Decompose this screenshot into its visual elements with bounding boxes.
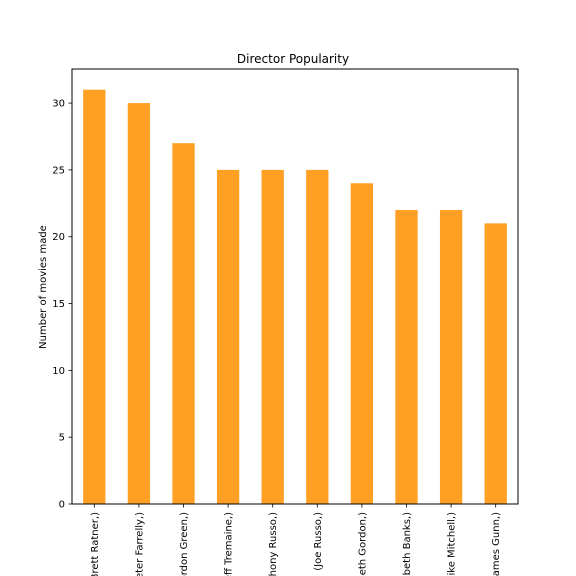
x-tick-label-3: (Jeff Tremaine,) xyxy=(224,512,235,576)
chart-title: Director Popularity xyxy=(237,52,349,66)
x-tick-label-2: (David Gordon Green,) xyxy=(179,512,190,576)
y-tick-label-5: 25 xyxy=(52,165,65,176)
x-tick-label-4: (Anthony Russo,) xyxy=(268,512,279,576)
bar-7 xyxy=(395,209,418,505)
bar-8 xyxy=(439,209,463,505)
y-tick-label-0: 0 xyxy=(59,500,65,511)
y-tick-label-6: 30 xyxy=(52,99,65,110)
y-tick-label-3: 15 xyxy=(52,299,65,310)
bar-1 xyxy=(127,103,151,504)
y-tick-label-2: 10 xyxy=(52,366,65,377)
x-tick-label-0: (Brett Ratner,) xyxy=(90,512,101,576)
bar-3 xyxy=(216,169,240,504)
bar-9 xyxy=(484,223,507,504)
bar-2 xyxy=(172,143,195,505)
y-tick-label-1: 5 xyxy=(59,433,65,444)
y-axis-ticks: 0 5 10 15 20 25 30 xyxy=(52,99,72,511)
bar-5 xyxy=(306,169,329,504)
bars-group xyxy=(83,89,507,505)
bar-4 xyxy=(261,169,284,504)
y-axis-label: Number of movies made xyxy=(38,225,49,349)
x-tick-label-1: (Peter Farrelly,) xyxy=(134,512,145,576)
x-tick-label-5: (Joe Russo,) xyxy=(313,512,324,571)
y-tick-label-4: 20 xyxy=(52,232,65,243)
x-tick-label-6: (Seth Gordon,) xyxy=(357,512,368,576)
x-tick-label-7: (Elizabeth Banks,) xyxy=(402,512,413,576)
bar-6 xyxy=(350,183,374,504)
x-axis-ticks: (Brett Ratner,) (Peter Farrelly,) (David G… xyxy=(90,504,502,576)
plot-frame xyxy=(71,68,519,505)
x-tick-label-8: (Mike Mitchell,) xyxy=(447,512,458,576)
bar-0 xyxy=(83,89,106,505)
x-tick-label-9: (James Gunn,) xyxy=(491,512,502,576)
